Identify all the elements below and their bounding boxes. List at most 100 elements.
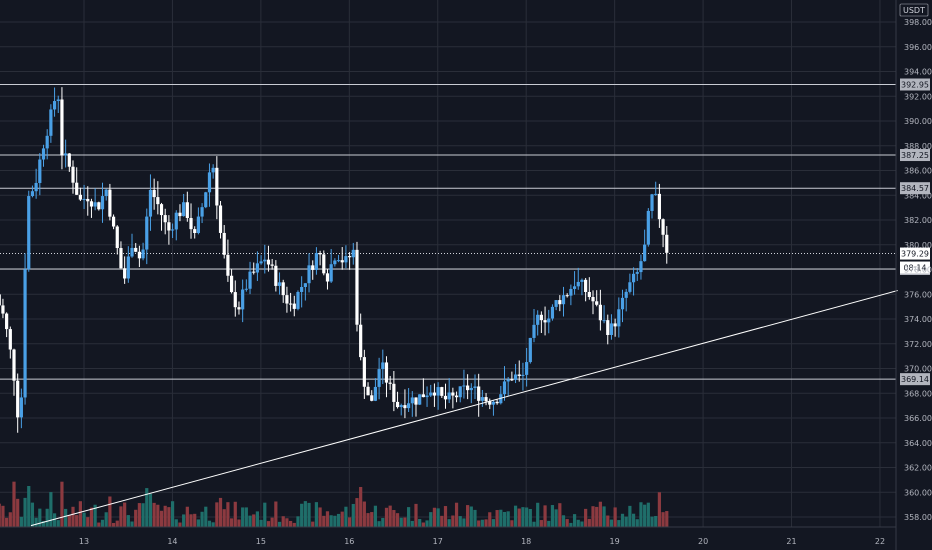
volume-bar: [211, 522, 215, 527]
candle-body: [395, 401, 400, 408]
volume-bar: [45, 508, 49, 527]
volume-bar: [473, 509, 477, 527]
candle-body: [229, 275, 234, 293]
candle-body: [429, 392, 433, 396]
volume-bar: [650, 516, 654, 527]
volume-bar: [307, 502, 311, 527]
volume-bar: [576, 519, 580, 527]
volume-bar: [303, 501, 307, 527]
volume-bar: [359, 486, 363, 527]
volume-bar: [60, 481, 64, 527]
volume-bar: [598, 501, 602, 527]
volume-bar: [325, 511, 330, 527]
candle-body: [104, 189, 108, 197]
volume-bar: [0, 503, 1, 527]
candle-body: [561, 295, 566, 305]
candle-body: [311, 265, 315, 270]
candle-body: [432, 392, 437, 396]
price-tick-label: 380.00: [904, 241, 932, 250]
price-axis[interactable]: 358.00 360.00 362.00 364.00 366.00 368.00 370.…: [895, 0, 932, 550]
current-price-label: 379.29: [901, 250, 929, 259]
volume-bar: [565, 519, 569, 527]
candle-body: [182, 202, 186, 217]
volume-bar: [207, 520, 212, 527]
time-axis[interactable]: 13 14 15 16 17 18 19 20 21 22: [0, 526, 896, 546]
volume-bar: [550, 505, 555, 527]
volume-bar: [237, 519, 241, 527]
volume-bar: [108, 496, 112, 527]
candle-body: [152, 189, 156, 198]
candle-body: [528, 337, 532, 363]
candle-body: [218, 205, 223, 233]
candle-body: [591, 296, 595, 302]
candle-body: [646, 210, 650, 245]
candle-body: [510, 379, 514, 381]
candle-body: [97, 202, 101, 210]
volume-bar: [34, 517, 38, 527]
volume-bar: [543, 505, 547, 527]
volume-bar: [510, 520, 514, 527]
candle-body: [215, 167, 219, 206]
volume-bar: [513, 505, 518, 527]
volume-bar: [134, 509, 138, 527]
candle-body: [126, 256, 130, 279]
candle-body: [351, 249, 355, 258]
candle-body: [5, 313, 9, 330]
candle-body: [86, 198, 90, 202]
candle-body: [277, 282, 282, 286]
volume-bar: [631, 513, 636, 527]
countdown-tag: [900, 261, 930, 274]
volume-bar: [78, 501, 82, 527]
volume-bar: [119, 506, 123, 527]
volume-bar: [16, 498, 20, 527]
currency-badge[interactable]: [899, 3, 929, 17]
volume-bar: [502, 511, 507, 527]
candle-body: [336, 260, 341, 262]
ascending-trendline[interactable]: [30, 290, 898, 527]
volume-bar: [351, 503, 355, 527]
candle-body: [211, 167, 215, 173]
volume-bar: [414, 503, 418, 527]
candle-body: [207, 172, 212, 193]
candle-body: [307, 265, 311, 284]
price-tick-label: 386.00: [904, 167, 932, 176]
level-price-tag: [900, 78, 930, 91]
volume-bar: [229, 518, 234, 527]
volume-bar: [296, 516, 300, 527]
volume-bar: [480, 519, 484, 527]
volume-bar: [329, 515, 333, 527]
candle-body: [348, 256, 352, 258]
candle-body: [134, 247, 138, 252]
currency-label: USDT: [903, 6, 925, 15]
candle-body: [565, 295, 569, 297]
price-tick-label: 394.00: [904, 68, 932, 77]
candle-body: [16, 380, 20, 418]
volume-bar: [333, 515, 337, 527]
candle-body: [399, 405, 403, 408]
volume-bar: [226, 502, 230, 527]
volume-bar: [536, 502, 540, 527]
volume-bar: [454, 502, 459, 527]
volume-bar: [392, 510, 396, 527]
candle-body: [613, 323, 617, 327]
volume-bar: [82, 512, 86, 527]
candle-body: [296, 291, 300, 309]
candle-body: [587, 291, 591, 297]
volume-bar: [462, 518, 466, 527]
time-tick-label: 14: [167, 537, 177, 546]
volume-bar: [8, 512, 12, 527]
candle-body: [609, 323, 614, 335]
candle-body: [624, 291, 628, 298]
horizontal-levels[interactable]: 392.95387.25384.57378.04369.14379.2908:1…: [0, 78, 930, 386]
candle-body: [617, 309, 621, 327]
price-tick-label: 374.00: [904, 315, 932, 324]
level-price-tag: [900, 373, 930, 386]
candle-body: [517, 374, 521, 376]
candle-body: [392, 383, 396, 402]
candle-body: [631, 273, 636, 283]
trendline[interactable]: [30, 290, 898, 527]
candle-body: [407, 403, 411, 409]
volume-bar: [204, 506, 208, 527]
candle-body: [34, 182, 38, 192]
